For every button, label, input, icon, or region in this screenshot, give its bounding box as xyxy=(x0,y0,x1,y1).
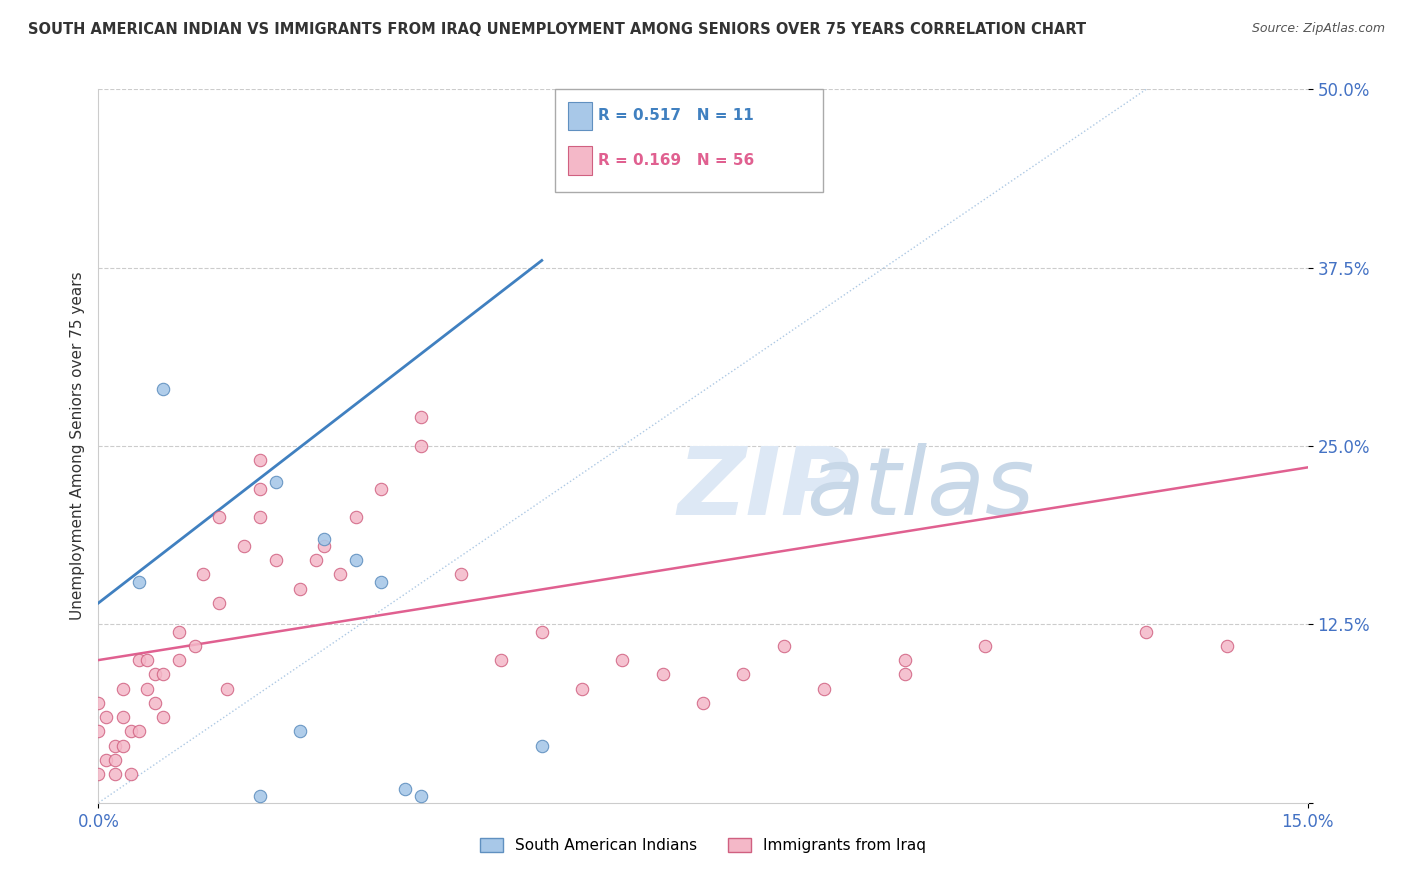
Point xyxy=(96,710,118,724)
Point xyxy=(450,567,472,582)
Text: ZIP: ZIP xyxy=(678,442,849,535)
Legend: South American Indians, Immigrants from Iraq: South American Indians, Immigrants from … xyxy=(474,832,932,859)
Point xyxy=(409,410,432,425)
Point xyxy=(128,653,150,667)
Y-axis label: Unemployment Among Seniors over 75 years: Unemployment Among Seniors over 75 years xyxy=(69,272,84,620)
Point xyxy=(249,453,271,467)
Point xyxy=(692,696,714,710)
Point xyxy=(370,482,392,496)
Point xyxy=(893,667,915,681)
Point xyxy=(733,667,755,681)
Point xyxy=(370,574,392,589)
Point xyxy=(208,596,231,610)
Point xyxy=(491,653,513,667)
Point xyxy=(87,724,110,739)
Point xyxy=(893,653,915,667)
Point xyxy=(249,510,271,524)
Point xyxy=(135,653,157,667)
Point xyxy=(111,681,134,696)
Point xyxy=(651,667,673,681)
Point xyxy=(167,624,190,639)
Point xyxy=(974,639,997,653)
Point xyxy=(120,767,142,781)
Point xyxy=(1216,639,1239,653)
Point xyxy=(288,582,311,596)
Point xyxy=(87,696,110,710)
Point xyxy=(103,767,125,781)
Text: atlas: atlas xyxy=(807,443,1035,534)
Point xyxy=(409,789,432,803)
Point xyxy=(111,710,134,724)
Point xyxy=(143,667,166,681)
Point xyxy=(329,567,352,582)
Point xyxy=(152,667,174,681)
Text: Source: ZipAtlas.com: Source: ZipAtlas.com xyxy=(1251,22,1385,36)
Point xyxy=(314,539,336,553)
Point xyxy=(87,767,110,781)
Point xyxy=(232,539,254,553)
Point xyxy=(111,739,134,753)
Point xyxy=(135,681,157,696)
Point xyxy=(264,475,287,489)
Text: SOUTH AMERICAN INDIAN VS IMMIGRANTS FROM IRAQ UNEMPLOYMENT AMONG SENIORS OVER 75: SOUTH AMERICAN INDIAN VS IMMIGRANTS FROM… xyxy=(28,22,1087,37)
Point xyxy=(96,753,118,767)
Point xyxy=(264,553,287,567)
Point xyxy=(103,739,125,753)
Point xyxy=(184,639,207,653)
Point xyxy=(530,624,553,639)
Point xyxy=(813,681,835,696)
Point xyxy=(344,510,367,524)
Point xyxy=(208,510,231,524)
Point xyxy=(103,753,125,767)
Point xyxy=(409,439,432,453)
Point xyxy=(249,482,271,496)
Point xyxy=(288,724,311,739)
Point xyxy=(1135,624,1157,639)
Point xyxy=(344,553,367,567)
Point xyxy=(128,724,150,739)
Point xyxy=(571,681,593,696)
Point xyxy=(249,789,271,803)
Point xyxy=(152,382,174,396)
Point xyxy=(612,653,634,667)
Point xyxy=(530,739,553,753)
Point xyxy=(314,532,336,546)
Point xyxy=(305,553,328,567)
Text: R = 0.517   N = 11: R = 0.517 N = 11 xyxy=(598,109,754,123)
Point xyxy=(143,696,166,710)
Point xyxy=(217,681,239,696)
Point xyxy=(193,567,215,582)
Text: R = 0.169   N = 56: R = 0.169 N = 56 xyxy=(598,153,754,168)
Point xyxy=(120,724,142,739)
Point xyxy=(394,781,416,796)
Point xyxy=(167,653,190,667)
Point xyxy=(152,710,174,724)
Point xyxy=(772,639,794,653)
Point xyxy=(128,574,150,589)
